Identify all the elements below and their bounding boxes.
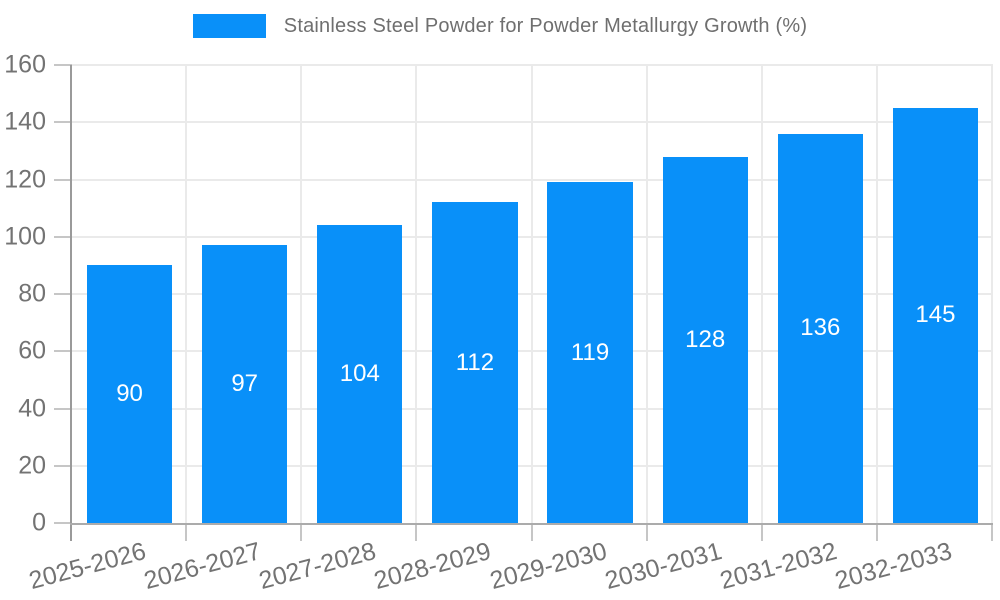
gridline-y-20 [72,464,993,467]
gridline-x-3 [415,65,418,523]
y-axis-line [70,65,72,541]
gridline-x-4 [530,65,533,523]
gridline-y-80 [72,293,993,295]
legend-label: Stainless Steel Powder for Powder Metall… [283,14,808,37]
x-axis-label: 2028-2029 [371,537,495,595]
legend: Stainless Steel Powder for Powder Metall… [0,14,1000,38]
gridline-y-160 [72,64,993,66]
y-tick-20 [54,464,72,467]
plot-area: 0 20 40 60 80 100 120 140 160 90 2025-2026 97 2026-2… [4,51,993,595]
bar-value-label: 145 [915,301,956,329]
y-tick-0 [54,522,72,524]
bar-2027-2028[interactable] [317,225,403,523]
y-tick-120 [54,178,72,181]
x-axis-label: 2027-2028 [256,537,380,595]
y-tick-40 [54,407,72,410]
x-tick-8 [991,525,993,541]
gridline-x-8 [991,65,993,523]
bar-value-label: 97 [231,370,259,398]
y-axis-label: 120 [4,165,46,193]
x-tick-6 [760,525,763,541]
gridline-x-5 [645,65,648,523]
bar-2025-2026[interactable] [86,265,173,523]
x-tick-1 [185,525,188,541]
x-axis-label: 2032-2033 [831,537,955,595]
x-tick-2 [300,525,303,541]
gridline-x-1 [185,65,188,523]
y-axis-label: 0 [32,508,46,537]
gridline-x-6 [760,65,763,523]
y-axis-label: 40 [18,394,46,422]
legend-swatch [192,14,266,38]
bar-2026-2027[interactable] [202,245,288,523]
y-tick-100 [54,235,72,238]
gridline-y-60 [72,350,993,353]
bar-2031-2032[interactable] [777,133,863,523]
y-tick-140 [54,121,72,124]
x-tick-7 [875,525,878,541]
bar-value-label: 119 [570,338,610,366]
bar-value-label: 112 [455,348,495,376]
y-tick-60 [54,350,72,353]
y-axis-label: 100 [4,222,46,251]
bar-value-label: 104 [339,360,380,388]
y-axis-label: 80 [18,279,46,308]
y-axis-label: 60 [18,336,46,365]
legend-item[interactable]: Stainless Steel Powder for Powder Metall… [192,14,808,38]
y-axis-label: 140 [4,107,46,136]
bar-2030-2031[interactable] [662,156,748,523]
x-axis-label: 2026-2027 [141,537,264,595]
x-tick-5 [645,525,648,541]
y-axis-label: 160 [4,50,46,79]
x-axis-label: 2030-2031 [601,537,725,595]
bar-2028-2029[interactable] [432,202,518,523]
gridline-y-140 [72,121,993,124]
x-tick-3 [415,525,418,541]
bar-2029-2030[interactable] [547,182,633,523]
gridline-y-40 [72,407,993,410]
y-tick-160 [54,64,72,66]
x-axis-label: 2029-2030 [486,537,610,595]
bar-value-label: 136 [800,314,841,342]
bar-value-label: 128 [685,325,726,353]
x-tick-4 [530,525,533,541]
gridline-x-2 [300,65,303,523]
x-axis-line [70,523,993,525]
x-axis-label: 2031-2032 [716,537,840,595]
gridline-y-100 [72,235,993,238]
bar-value-label: 90 [116,380,143,408]
y-tick-80 [54,293,72,295]
gridline-y-120 [72,178,993,181]
x-axis-label: 2025-2026 [26,537,149,595]
y-axis-label: 20 [18,451,46,480]
gridline-x-7 [875,65,878,523]
bar-2032-2033[interactable] [892,107,979,523]
